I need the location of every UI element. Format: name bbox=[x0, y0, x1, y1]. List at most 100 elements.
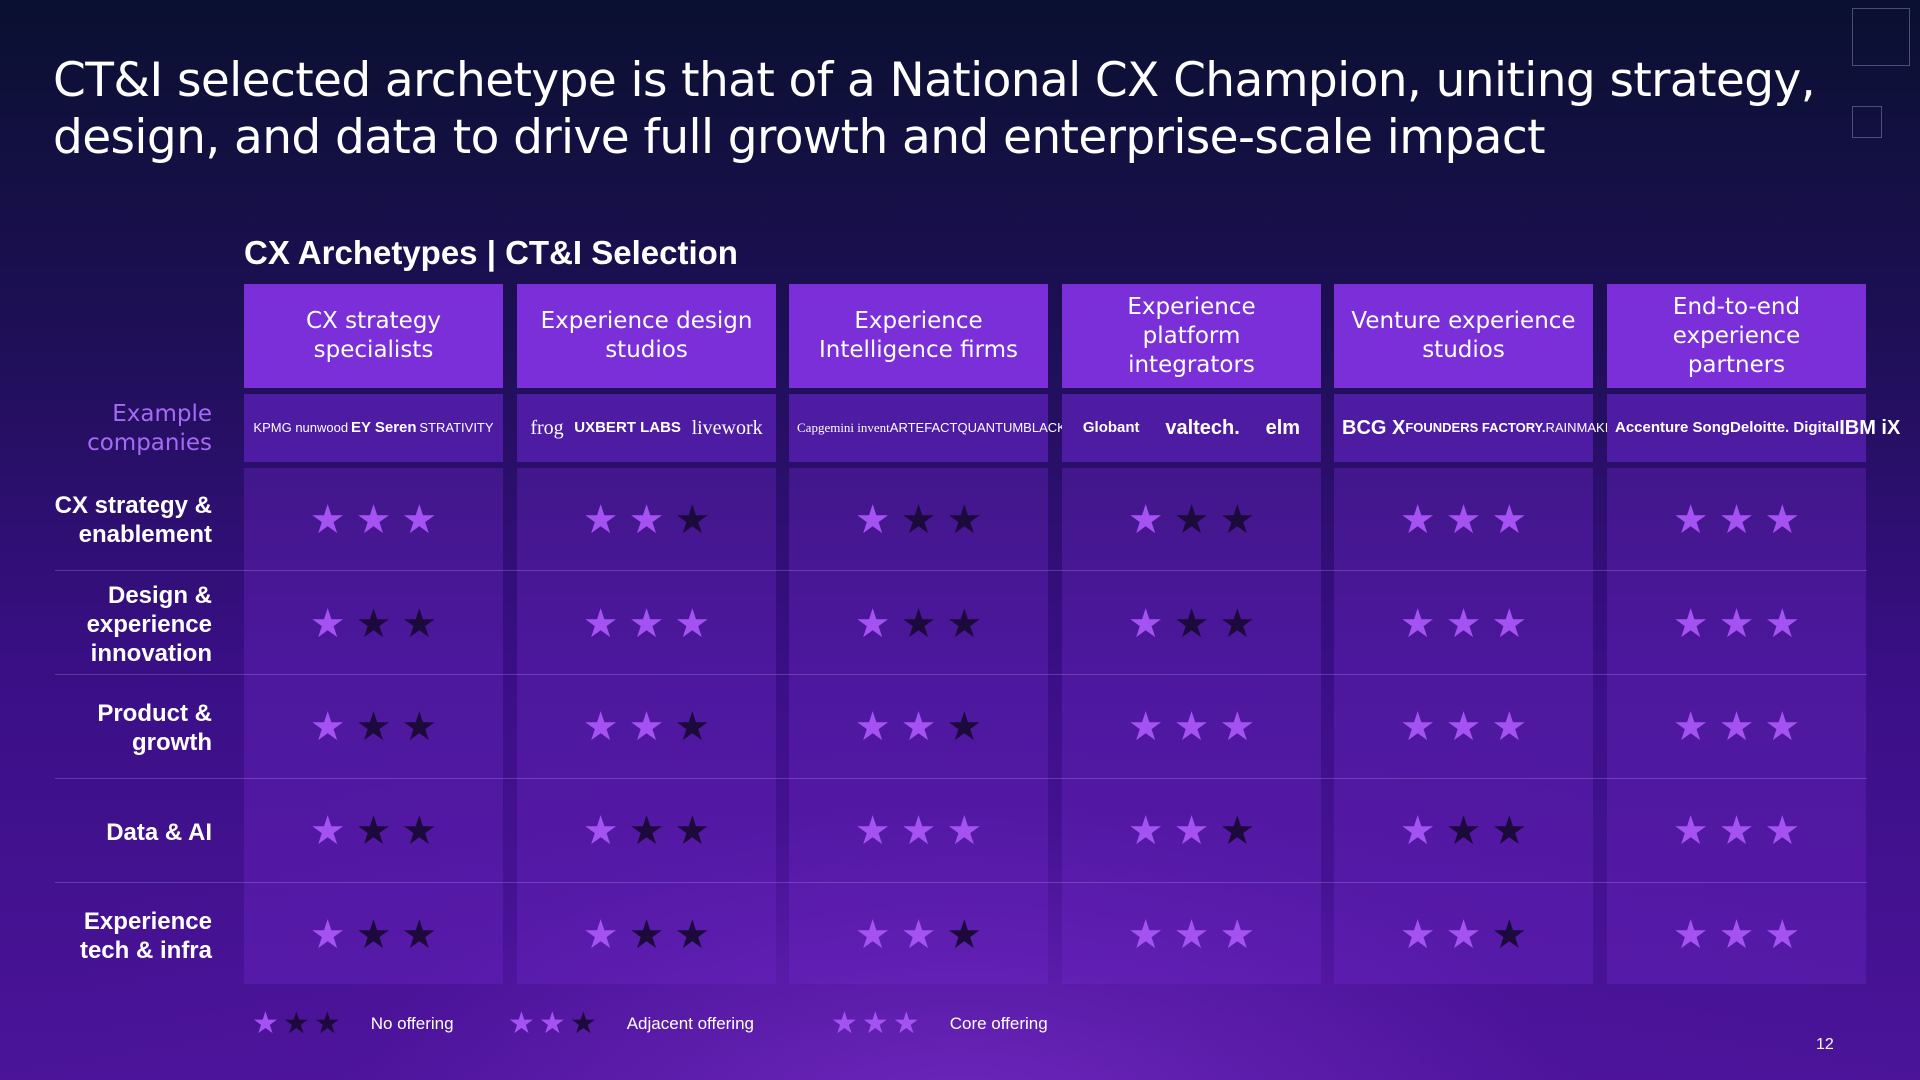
rating-cell: ★ ★ ★ bbox=[1607, 697, 1866, 757]
rating-cell: ★ ★ ★ bbox=[1334, 594, 1593, 654]
star-icon: ★ bbox=[1718, 497, 1755, 543]
rating-cell: ★ ★ ★ bbox=[1062, 490, 1321, 550]
star-icon: ★ bbox=[1127, 912, 1164, 958]
star-icon: ★ bbox=[1219, 601, 1256, 647]
star-icon: ★ bbox=[355, 808, 392, 854]
star-icon: ★ bbox=[628, 808, 665, 854]
star-icon: ★ bbox=[674, 912, 711, 958]
star-icon: ★ bbox=[309, 704, 346, 750]
column-body bbox=[1334, 468, 1593, 984]
star-icon: ★ bbox=[309, 601, 346, 647]
company-logos: Globant valtech. elm bbox=[1062, 394, 1321, 462]
rating-cell: ★ ★ ★ bbox=[517, 801, 776, 861]
star-icon: ★ bbox=[1127, 704, 1164, 750]
rating-cell: ★ ★ ★ bbox=[517, 905, 776, 965]
company-logo: valtech. bbox=[1165, 417, 1240, 439]
company-logo: KPMG nunwood bbox=[253, 420, 349, 435]
star-icon: ★ bbox=[401, 704, 438, 750]
star-icon: ★ bbox=[1173, 497, 1210, 543]
star-icon: ★ bbox=[582, 704, 619, 750]
star-icon: ★ bbox=[946, 497, 983, 543]
legend-item: ★ ★ ★ Core offering bbox=[831, 1006, 1048, 1042]
rating-cell: ★ ★ ★ bbox=[1607, 801, 1866, 861]
rating-cell: ★ ★ ★ bbox=[517, 490, 776, 550]
rating-cell: ★ ★ ★ bbox=[1607, 594, 1866, 654]
rating-cell: ★ ★ ★ bbox=[1607, 490, 1866, 550]
star-icon: ★ bbox=[946, 808, 983, 854]
row-label: Experience tech & infra bbox=[79, 908, 212, 964]
company-logo: elm bbox=[1265, 417, 1301, 439]
star-icon: ★ bbox=[309, 912, 346, 958]
row-label: CX strategy & enablement bbox=[54, 492, 212, 548]
rating-cell: ★ ★ ★ bbox=[789, 490, 1048, 550]
star-icon: ★ bbox=[1399, 912, 1436, 958]
row-divider bbox=[55, 570, 1867, 571]
company-logo: EY Seren bbox=[350, 419, 417, 436]
column-body bbox=[517, 468, 776, 984]
company-logo: IBM iX bbox=[1839, 417, 1901, 439]
rating-cell: ★ ★ ★ bbox=[517, 594, 776, 654]
star-icon: ★ bbox=[252, 1007, 279, 1040]
star-icon: ★ bbox=[569, 1007, 597, 1040]
star-icon: ★ bbox=[674, 497, 711, 543]
star-icon: ★ bbox=[1399, 497, 1436, 543]
legend-item: ★ ★ ★ No offering bbox=[252, 1006, 454, 1042]
star-icon: ★ bbox=[628, 912, 665, 958]
corner-decoration bbox=[1852, 106, 1882, 138]
star-icon: ★ bbox=[900, 704, 937, 750]
star-icon: ★ bbox=[674, 704, 711, 750]
star-icon: ★ bbox=[1718, 601, 1755, 647]
row-divider bbox=[55, 674, 1867, 675]
company-logo: ARTEFACT bbox=[889, 420, 958, 435]
star-icon: ★ bbox=[582, 601, 619, 647]
star-icon: ★ bbox=[900, 497, 937, 543]
row-label: Product & growth bbox=[97, 700, 212, 756]
row-label: Design & experience innovation bbox=[86, 581, 212, 667]
star-icon: ★ bbox=[1127, 808, 1164, 854]
row-label: Data & AI bbox=[106, 818, 212, 846]
star-icon: ★ bbox=[1491, 497, 1528, 543]
star-icon: ★ bbox=[355, 497, 392, 543]
star-icon: ★ bbox=[582, 497, 619, 543]
star-icon: ★ bbox=[508, 1007, 535, 1040]
star-icon: ★ bbox=[1491, 704, 1528, 750]
star-icon: ★ bbox=[309, 497, 346, 543]
column-body bbox=[789, 468, 1048, 984]
rating-cell: ★ ★ ★ bbox=[1607, 905, 1866, 965]
star-icon: ★ bbox=[313, 1007, 341, 1040]
star-icon: ★ bbox=[831, 1007, 858, 1040]
star-icon: ★ bbox=[900, 601, 937, 647]
star-icon: ★ bbox=[946, 601, 983, 647]
legend-label: Adjacent offering bbox=[626, 1014, 754, 1033]
company-logo: BCG X bbox=[1342, 417, 1406, 439]
column-body bbox=[1607, 468, 1866, 984]
star-icon: ★ bbox=[1764, 704, 1801, 750]
company-logos: BCG X FOUNDERS FACTORY. RAINMAKING bbox=[1334, 394, 1628, 462]
star-icon: ★ bbox=[1764, 497, 1801, 543]
star-icon: ★ bbox=[282, 1007, 310, 1040]
star-icon: ★ bbox=[355, 704, 392, 750]
company-logo: Capgemini invent bbox=[797, 420, 890, 435]
star-icon: ★ bbox=[1173, 601, 1210, 647]
star-icon: ★ bbox=[628, 497, 665, 543]
star-icon: ★ bbox=[1445, 704, 1482, 750]
company-logos: Capgemini invent ARTEFACT QUANTUMBLACK bbox=[789, 394, 1066, 462]
company-logos: KPMG nunwood EY Seren STRATIVITY bbox=[244, 394, 503, 462]
rating-cell: ★ ★ ★ bbox=[1062, 697, 1321, 757]
star-icon: ★ bbox=[1219, 808, 1256, 854]
rating-cell: ★ ★ ★ bbox=[244, 905, 503, 965]
star-icon: ★ bbox=[401, 912, 438, 958]
legend-item: ★ ★ ★ Adjacent offering bbox=[508, 1006, 754, 1042]
star-icon: ★ bbox=[854, 912, 891, 958]
star-icon: ★ bbox=[1764, 601, 1801, 647]
star-icon: ★ bbox=[674, 601, 711, 647]
star-icon: ★ bbox=[900, 912, 937, 958]
column-header: Experience design studios bbox=[517, 284, 776, 388]
star-icon: ★ bbox=[1127, 601, 1164, 647]
star-icon: ★ bbox=[628, 601, 665, 647]
star-icon: ★ bbox=[1491, 912, 1528, 958]
star-icon: ★ bbox=[1491, 808, 1528, 854]
company-logos: Accenture Song Deloitte. Digital IBM iX bbox=[1607, 394, 1900, 462]
star-icon: ★ bbox=[861, 1007, 889, 1040]
star-icon: ★ bbox=[1672, 808, 1709, 854]
